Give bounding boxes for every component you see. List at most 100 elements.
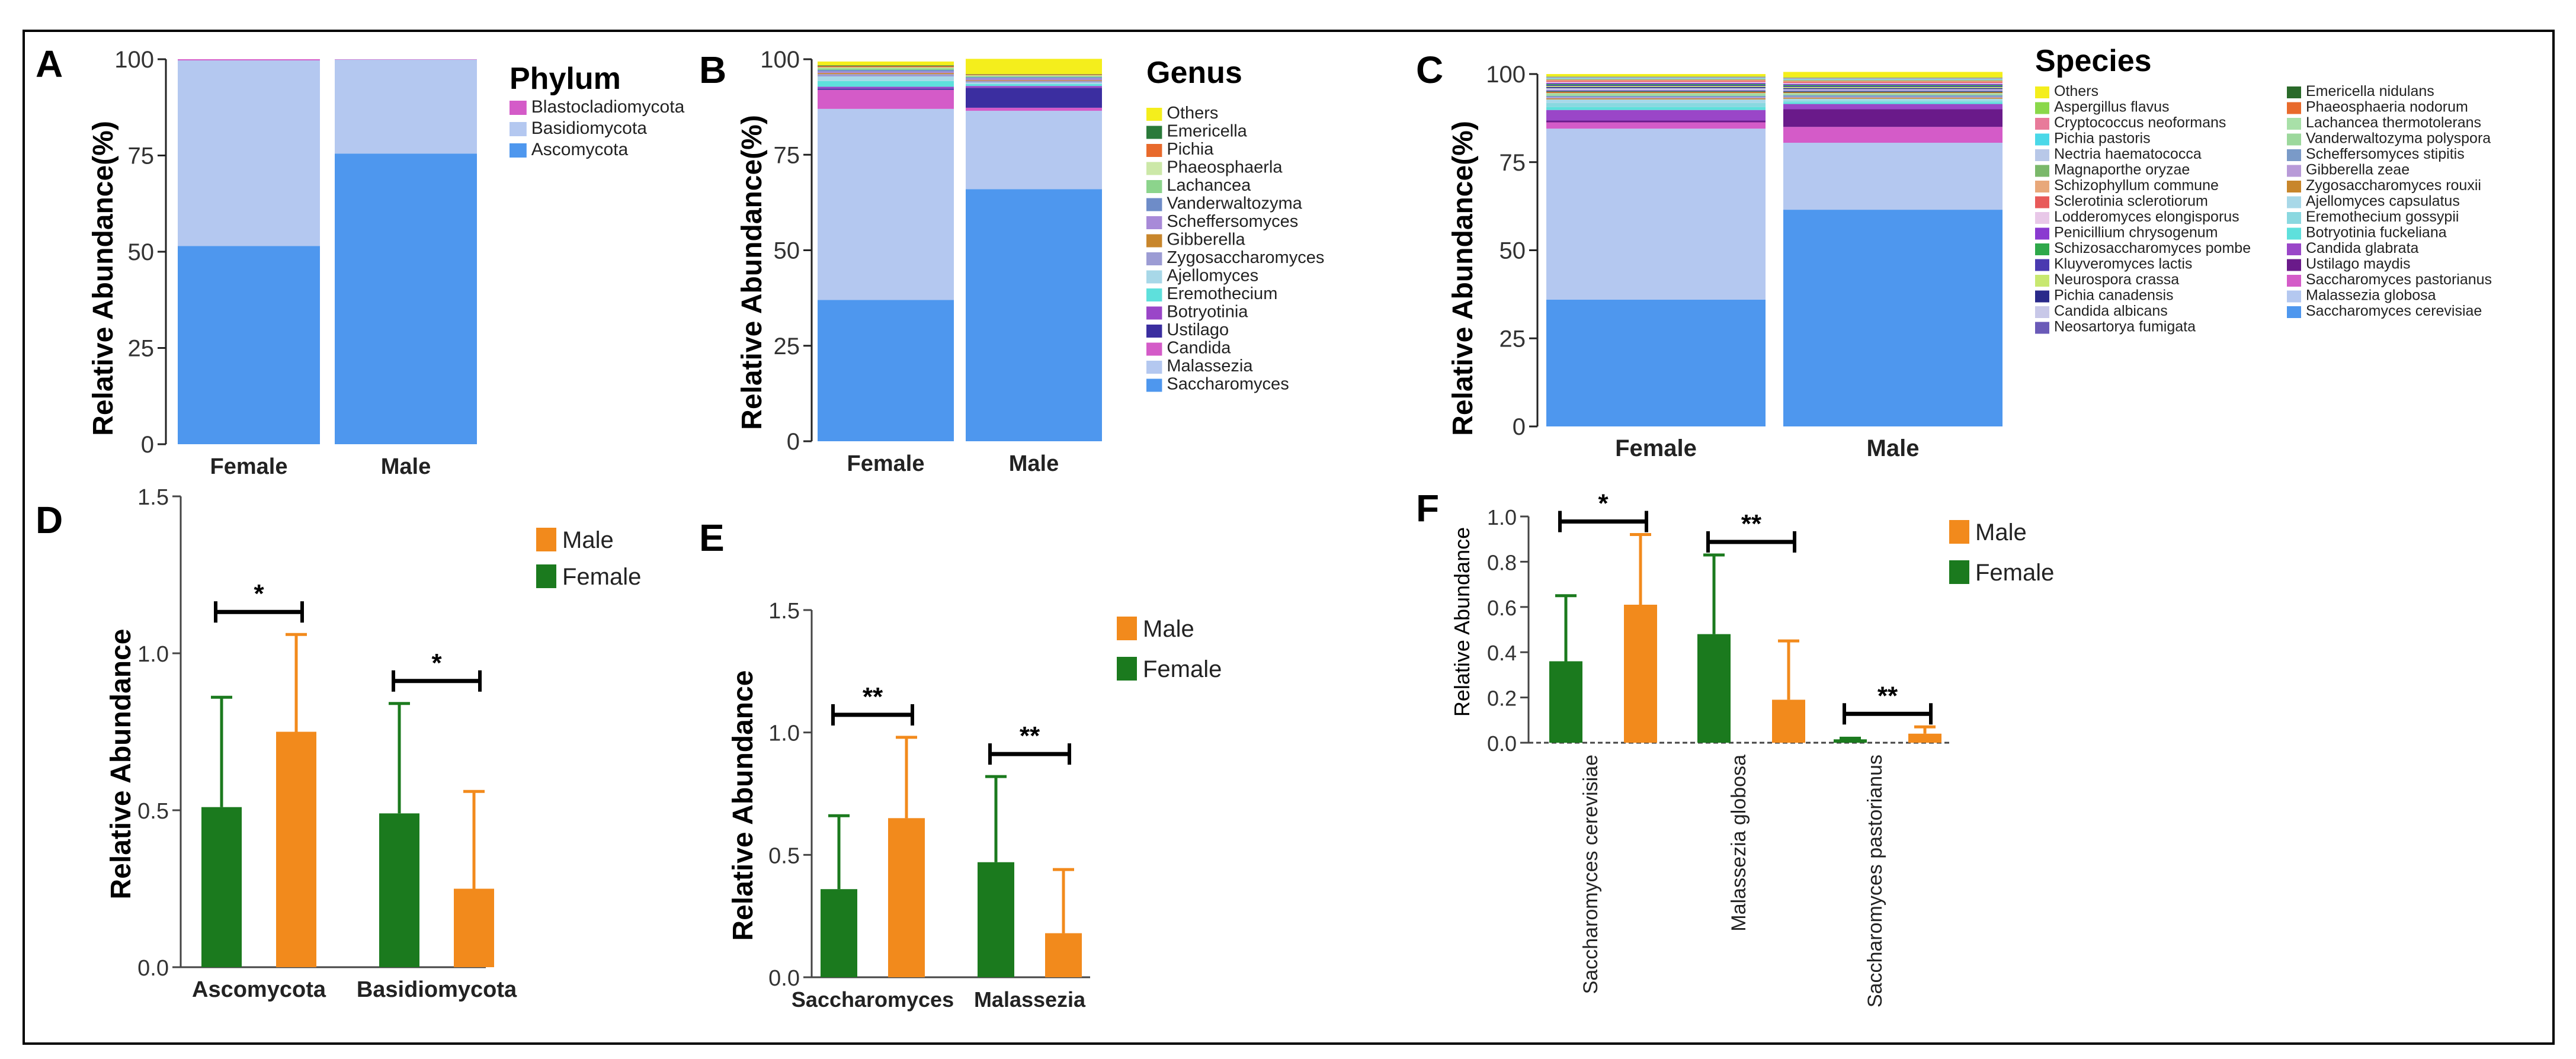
legend-label-male: Male <box>1143 616 1194 642</box>
panel-a-phylum-chart: A Relative Abundance(%) Phylum 0 25 50 75 10… <box>36 43 685 479</box>
bar-segment-scheffersomyces <box>966 78 1102 81</box>
legend-swatch <box>2287 290 2301 303</box>
legend-swatch <box>2035 290 2049 303</box>
bar-segment-candida-glabrata <box>1546 110 1766 121</box>
bar-female <box>1697 634 1731 743</box>
bar-segment-basidiomycota <box>335 59 477 154</box>
legend-swatch <box>2287 196 2301 208</box>
bar-segment-ajellomyces-capsulatus <box>1783 98 2003 101</box>
bar-segment-botryotinia <box>818 86 954 89</box>
x-category-label: Female <box>1615 435 1697 461</box>
legend-label-male: Male <box>562 527 614 553</box>
bar-segment-saccharomyces-cerevisiae <box>1783 210 2003 426</box>
bar-segment-eremothecium-gossypii <box>1546 102 1766 107</box>
legend-label: Eremothecium gossypii <box>2306 208 2459 225</box>
legend-label: Kluyveromyces lactis <box>2054 256 2192 272</box>
legend-label: Ustilago <box>1167 320 1229 339</box>
bar-segment-kluyveromyces-lactis <box>1783 86 2003 88</box>
legend-swatch <box>2287 181 2301 192</box>
x-category-label: Female <box>210 454 288 479</box>
legend-swatch <box>1146 325 1162 338</box>
legend-label: Others <box>1167 104 1218 123</box>
bar-segment-neurospora-crassa <box>1546 86 1766 88</box>
panel-d-letter: D <box>36 499 63 541</box>
bar-male <box>276 731 316 967</box>
y-tick-label: 0.2 <box>1487 686 1517 711</box>
bar-segment-ustilago <box>966 88 1102 108</box>
legend-label: Blastocladiomycota <box>531 97 685 117</box>
legend-swatch <box>2287 102 2301 114</box>
bar-female <box>1834 739 1867 743</box>
legend-label: Phaeosphaeria nodorum <box>2306 99 2468 115</box>
legend-label-female: Female <box>1975 560 2054 586</box>
bar-segment-schizosaccharomyces-pombe <box>1546 84 1766 85</box>
bar-segment-pichia-canadensis <box>1783 88 2003 89</box>
y-tick-label: 75 <box>128 143 155 169</box>
legend-swatch <box>2035 165 2049 177</box>
legend-label: Cryptococcus neoformans <box>2054 114 2226 131</box>
bar-segment-schizophyllum-commune <box>1546 79 1766 81</box>
legend-label: Zygosaccharomyces rouxii <box>2306 177 2481 194</box>
bar-segment-lachancea-thermotolerans <box>1546 93 1766 95</box>
panel-b-genus-chart: B Relative Abundance(%) Genus 0 25 50 75 100… <box>699 47 1324 476</box>
bar-segment-candida <box>818 89 954 109</box>
bar-segment-gibberella <box>966 80 1102 81</box>
bar-segment-neosartorya-fumigata <box>1546 90 1766 92</box>
legend-label: Saccharomyces cerevisiae <box>2306 303 2482 319</box>
bar-segment-ajellomyces <box>818 76 954 81</box>
legend-label: Lachancea thermotolerans <box>2306 114 2481 131</box>
legend-swatch <box>1146 378 1162 392</box>
bar-male <box>1908 733 1941 743</box>
legend-label: Others <box>2054 83 2098 100</box>
bar-segment-malassezia-globosa <box>1783 143 2003 210</box>
legend-label: Malassezia globosa <box>2306 287 2436 304</box>
panel-b-legend-title: Genus <box>1146 56 1242 90</box>
legend-label: Lachancea <box>1167 176 1251 195</box>
y-tick-label: 50 <box>1500 238 1526 264</box>
y-tick-label: 75 <box>774 142 800 168</box>
x-category-label: Female <box>847 451 925 476</box>
legend-label: Saccharomyces pastorianus <box>2306 271 2492 288</box>
legend-label: Schizosaccharomyces pombe <box>2054 240 2251 256</box>
legend-label: Malassezia <box>1167 357 1253 376</box>
bar-segment-lachancea <box>966 76 1102 78</box>
legend-label: Emericella nidulans <box>2306 83 2434 100</box>
y-tick-label: 0 <box>787 429 800 455</box>
bar-male <box>454 888 494 967</box>
legend-label: Ajellomyces <box>1167 267 1258 285</box>
bar-segment-emericella-nidulans <box>1546 91 1766 92</box>
bar-segment-gibberella-zeae <box>1546 97 1766 99</box>
legend-label: Lodderomyces elongisporus <box>2054 208 2239 225</box>
bar-segment-aspergillus-flavus <box>1546 76 1766 77</box>
legend-swatch <box>2287 212 2301 224</box>
bar-segment-gibberella <box>818 73 954 75</box>
x-category-label: Saccharomyces pastorianus <box>1864 755 1886 1007</box>
legend-swatch <box>2035 133 2049 146</box>
legend-swatch <box>2287 275 2301 287</box>
legend-label: Botryotinia fuckeliana <box>2306 224 2447 241</box>
panel-a-ylabel: Relative Abundance(%) <box>88 121 119 436</box>
bar-segment-ustilago <box>818 88 954 90</box>
legend-swatch <box>2287 227 2301 240</box>
bar-segment-candida-albicans <box>1783 89 2003 91</box>
bar-segment-pichia-canadensis <box>1546 87 1766 88</box>
legend-label: Emericella <box>1167 122 1247 141</box>
legend-swatch <box>2287 86 2301 98</box>
bar-segment-lachancea-thermotolerans <box>1783 93 2003 94</box>
x-category-label: Saccharomyces cerevisiae <box>1579 755 1602 994</box>
bar-segment-ascomycota <box>178 246 320 444</box>
x-category-label: Male <box>1867 435 1920 461</box>
legend-swatch <box>1146 270 1162 284</box>
significance-mark: * <box>431 649 442 678</box>
legend-swatch <box>1146 180 1162 193</box>
x-category-label: Malassezia <box>974 987 1086 1012</box>
legend-label: Ajellomyces capsulatus <box>2306 193 2460 210</box>
legend-label: Pichia pastoris <box>2054 130 2151 147</box>
legend-label: Phaeosphaerla <box>1167 158 1283 177</box>
bar-segment-phaeosphaerla <box>966 75 1102 76</box>
legend-swatch <box>1146 198 1162 211</box>
legend-label: Scheffersomyces stipitis <box>2306 146 2465 162</box>
bar-segment-basidiomycota <box>178 60 320 246</box>
legend-swatch <box>1146 306 1162 320</box>
bar-segment-candida-glabrata <box>1783 104 2003 110</box>
